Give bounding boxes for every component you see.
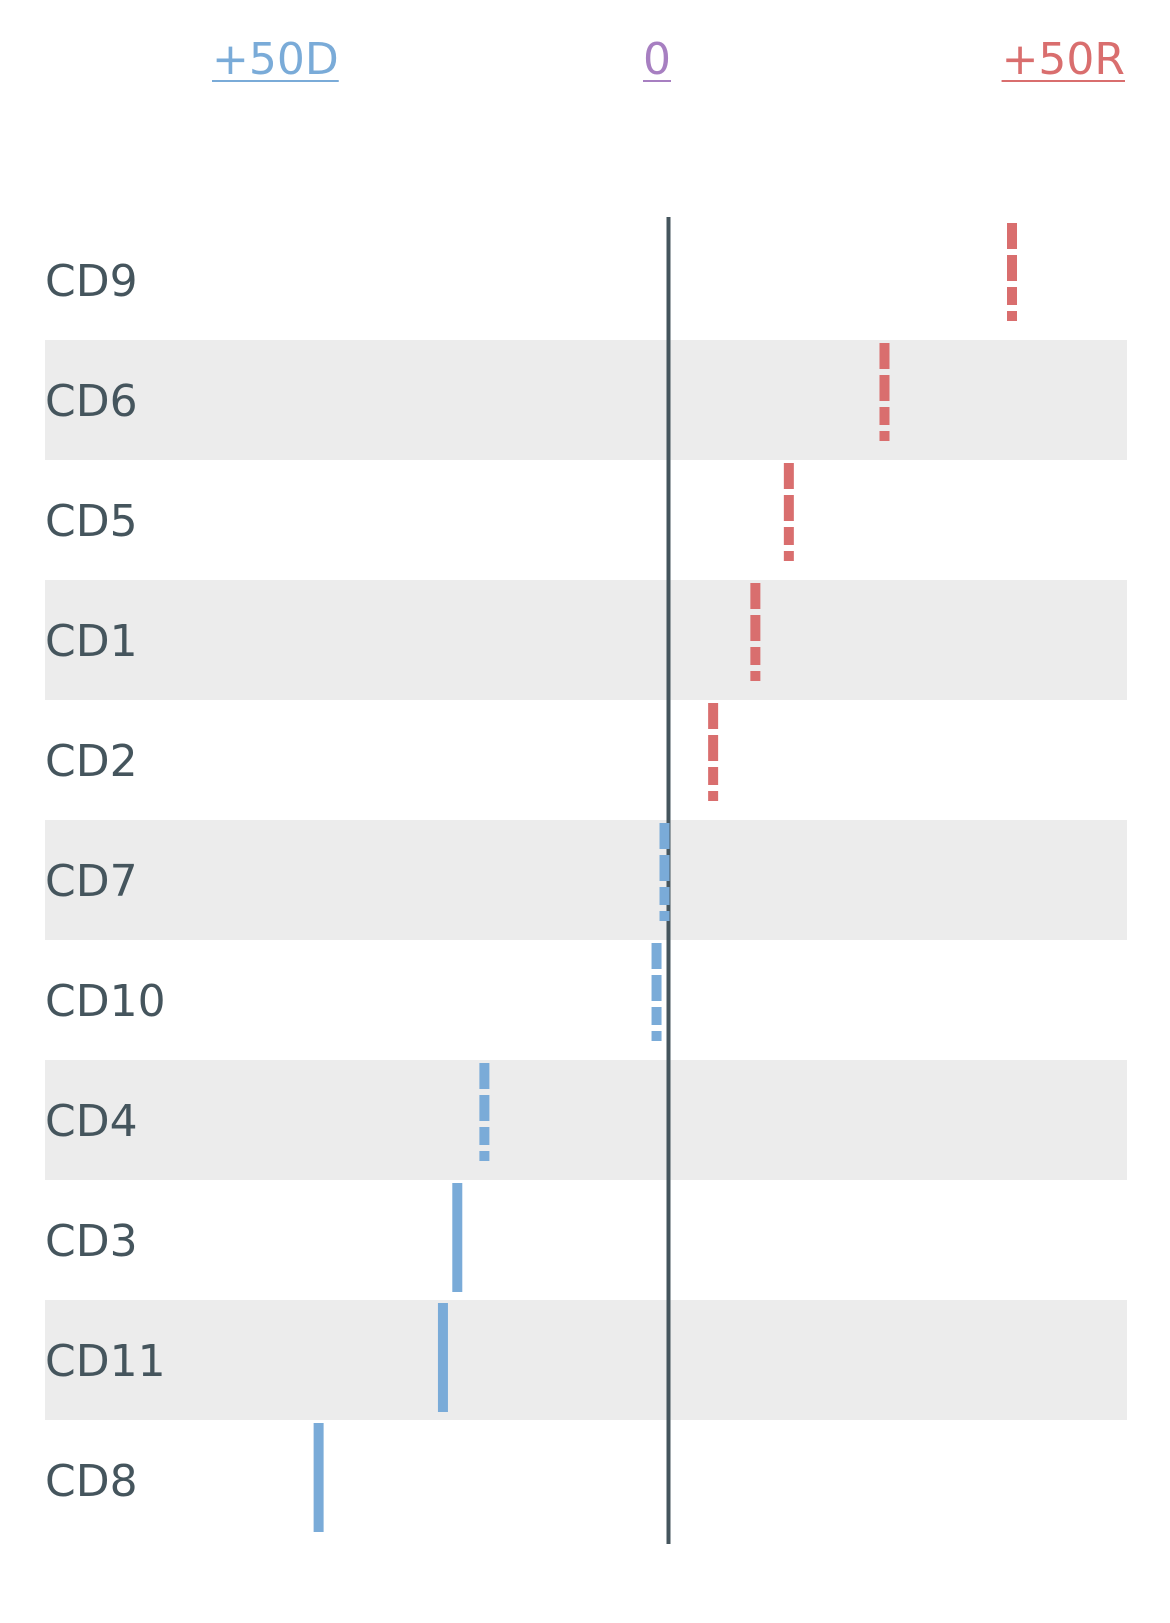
row-stripe bbox=[45, 820, 1127, 940]
axis-label-center: 0 bbox=[643, 34, 671, 85]
row-stripe bbox=[45, 1060, 1127, 1180]
row-label-cd8: CD8 bbox=[45, 1456, 138, 1507]
row-label-cd7: CD7 bbox=[45, 856, 138, 907]
row-label-cd5: CD5 bbox=[45, 496, 138, 547]
row-label-cd11: CD11 bbox=[45, 1336, 166, 1387]
row-label-cd3: CD3 bbox=[45, 1216, 138, 1267]
row-label-cd4: CD4 bbox=[45, 1096, 138, 1147]
row-stripe bbox=[45, 580, 1127, 700]
row-stripe bbox=[45, 340, 1127, 460]
row-label-cd10: CD10 bbox=[45, 976, 166, 1027]
row-label-cd6: CD6 bbox=[45, 376, 138, 427]
row-label-cd2: CD2 bbox=[45, 736, 138, 787]
axis-label-right: +50R bbox=[1001, 34, 1125, 85]
row-label-cd1: CD1 bbox=[45, 616, 138, 667]
row-label-cd9: CD9 bbox=[45, 256, 138, 307]
axis-label-left: +50D bbox=[212, 34, 339, 85]
row-stripe bbox=[45, 1300, 1127, 1420]
